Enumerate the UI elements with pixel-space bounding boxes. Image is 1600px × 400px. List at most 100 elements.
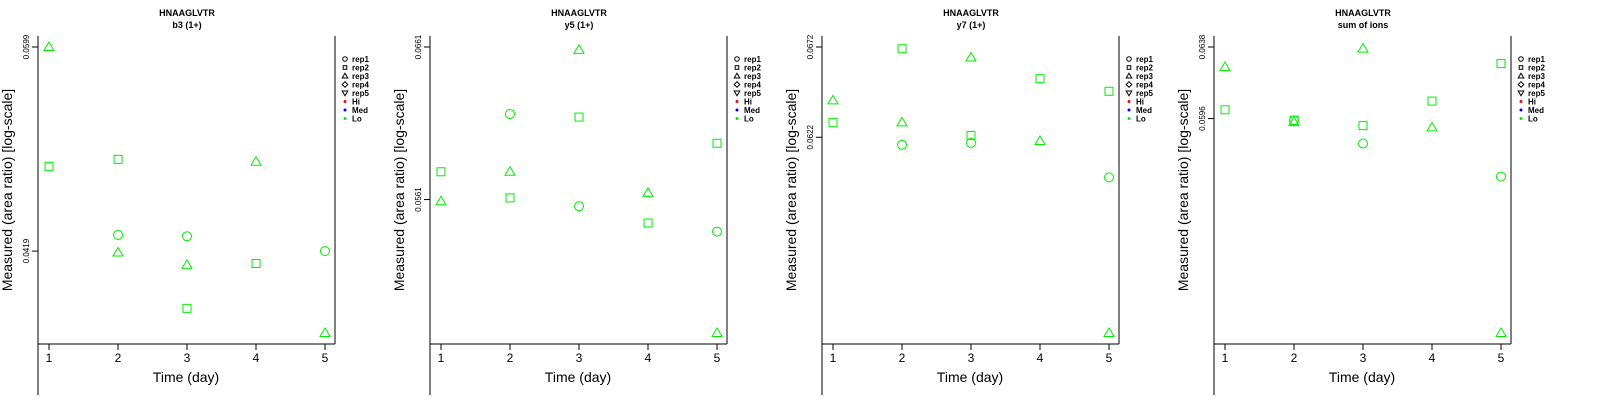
y-tick-label: 0.0672 <box>806 34 815 59</box>
data-point-rep3 <box>1103 327 1115 337</box>
legend-symbol-rep1 <box>1126 56 1132 62</box>
chart-title: HNAAGLVTR <box>943 8 999 18</box>
legend-label-rep3: rep3 <box>744 72 761 81</box>
data-point-rep3 <box>573 43 585 54</box>
legend-label-rep2: rep2 <box>1528 64 1545 73</box>
x-tick-label: 2 <box>115 351 122 365</box>
y-tick-label: 0.0638 <box>1198 34 1207 59</box>
legend-symbol-Lo <box>1127 117 1131 120</box>
data-point-rep3 <box>504 165 516 176</box>
legend-symbol-rep3 <box>1125 72 1133 79</box>
x-tick-label: 1 <box>46 351 53 365</box>
legend-label-Hi: Hi <box>1136 98 1144 107</box>
legend-symbol-rep1 <box>734 56 740 62</box>
chart-panel: HNAAGLVTR b3 (1+) 1 2 3 4 5 Time (day) 0.0599 0.0… <box>0 8 369 395</box>
legend-label-Hi: Hi <box>744 98 752 107</box>
data-point-rep2 <box>1220 105 1230 115</box>
legend-symbol-rep3 <box>341 72 349 79</box>
legend-symbol-Hi <box>343 100 347 103</box>
legend-label-rep5: rep5 <box>744 89 761 98</box>
legend-label-Lo: Lo <box>1136 115 1146 124</box>
data-point-rep3 <box>1288 116 1300 127</box>
chart-panel: HNAAGLVTR y7 (1+) 1 2 3 4 5 Time (day) 0.0672 0.0… <box>783 8 1153 395</box>
data-point-rep2 <box>1104 86 1114 96</box>
data-point-rep3 <box>1426 121 1438 132</box>
data-point-rep1 <box>712 226 722 237</box>
legend-label-rep2: rep2 <box>744 64 761 73</box>
legend-label-rep4: rep4 <box>1528 81 1545 90</box>
legend-label-Lo: Lo <box>1528 115 1538 124</box>
data-point-rep2 <box>44 161 54 171</box>
x-axis-label: Time (day) <box>937 369 1003 385</box>
legend-symbol-rep5 <box>1517 90 1525 97</box>
legend-symbol-rep2 <box>1518 65 1524 70</box>
legend-symbol-rep2 <box>342 65 348 70</box>
x-tick-label: 2 <box>1291 351 1298 365</box>
legend-symbol-Hi <box>735 100 739 103</box>
chart-panel: HNAAGLVTR y5 (1+) 1 2 3 4 5 Time (day) 0.0661 0.0… <box>391 8 761 395</box>
legend-label-Hi: Hi <box>352 98 360 107</box>
x-tick-label: 3 <box>576 351 583 365</box>
legend-symbol-rep4 <box>1125 80 1133 89</box>
y-tick-label: 0.0596 <box>1198 106 1207 131</box>
x-axis-label: Time (day) <box>153 369 219 385</box>
legend-symbol-rep3 <box>733 72 741 79</box>
x-tick-label: 5 <box>1106 351 1113 365</box>
data-point-rep1 <box>897 139 907 150</box>
legend-label-rep1: rep1 <box>352 55 369 64</box>
data-point-rep2 <box>712 138 722 148</box>
chart-title: HNAAGLVTR <box>1335 8 1391 18</box>
legend-symbol-Med <box>1127 108 1131 112</box>
data-point-rep3 <box>1034 135 1046 146</box>
data-point-rep3 <box>1495 327 1507 337</box>
legend-label-rep4: rep4 <box>352 81 369 90</box>
data-point-rep3 <box>250 155 262 166</box>
data-point-rep2 <box>182 303 192 313</box>
x-tick-label: 1 <box>1222 351 1229 365</box>
x-axis-label: Time (day) <box>545 369 611 385</box>
chart-subtitle: y7 (1+) <box>957 20 986 30</box>
chart-subtitle: y5 (1+) <box>565 20 594 30</box>
data-point-rep2 <box>643 218 653 228</box>
data-point-rep3 <box>43 41 55 51</box>
legend-label-rep2: rep2 <box>1136 64 1153 73</box>
y-tick-label: 0.0599 <box>22 34 31 59</box>
data-point-rep3 <box>896 116 908 127</box>
data-point-rep3 <box>827 94 839 105</box>
data-point-rep2 <box>436 167 446 177</box>
data-point-rep2 <box>966 130 976 140</box>
data-point-rep3 <box>1357 42 1369 53</box>
data-point-rep3 <box>965 51 977 62</box>
chart-panel: HNAAGLVTR sum of ions 1 2 3 4 5 Time (day) 0.063… <box>1175 8 1545 395</box>
legend-symbol-rep5 <box>1125 90 1133 97</box>
chart-title: HNAAGLVTR <box>551 8 607 18</box>
x-tick-label: 3 <box>184 351 191 365</box>
x-tick-label: 4 <box>1037 351 1044 365</box>
y-tick-label: 0.0661 <box>414 34 423 59</box>
chart-subtitle: b3 (1+) <box>172 20 201 30</box>
data-point-rep3 <box>1219 60 1231 71</box>
x-tick-label: 3 <box>1360 351 1367 365</box>
legend-symbol-rep1 <box>1518 56 1524 62</box>
y-axis-label: Measured (area ratio) [log-scale] <box>391 89 407 291</box>
x-tick-label: 5 <box>714 351 721 365</box>
data-point-rep2 <box>251 258 261 268</box>
legend-symbol-Lo <box>343 117 347 120</box>
x-tick-label: 1 <box>438 351 445 365</box>
data-point-rep1 <box>113 229 123 240</box>
legend-symbol-rep4 <box>733 80 741 89</box>
legend-label-rep1: rep1 <box>1528 55 1545 64</box>
data-point-rep3 <box>181 258 193 269</box>
y-tick-label: 0.0622 <box>806 124 815 149</box>
legend-label-Lo: Lo <box>744 115 754 124</box>
data-point-rep1 <box>320 246 330 257</box>
y-axis-label: Measured (area ratio) [log-scale] <box>783 89 799 291</box>
legend-label-rep3: rep3 <box>1136 72 1153 81</box>
legend-symbol-rep4 <box>341 80 349 89</box>
legend-symbol-rep4 <box>1517 80 1525 89</box>
data-point-rep1 <box>1104 172 1114 183</box>
legend-symbol-rep5 <box>733 90 741 97</box>
x-tick-label: 2 <box>899 351 906 365</box>
data-point-rep2 <box>1358 121 1368 131</box>
